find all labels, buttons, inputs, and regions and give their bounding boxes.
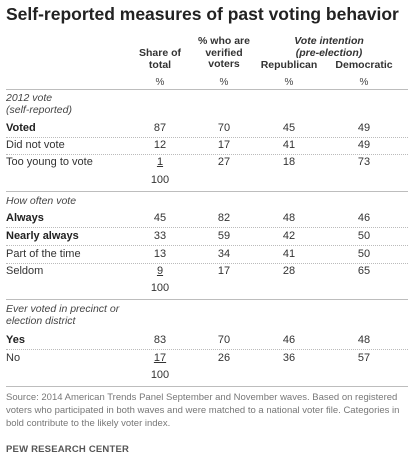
- row-label: Seldom: [6, 265, 44, 277]
- cell-republican: 42: [282, 230, 296, 242]
- row-divider: [6, 349, 408, 350]
- brand-name: PEW RESEARCH CENTER: [6, 444, 130, 455]
- section-divider: [6, 299, 408, 300]
- table-row: Did not vote 12 17 41 49: [0, 139, 416, 154]
- cell-democratic: 50: [357, 230, 371, 242]
- table-row: Voted 87 70 45 49: [0, 122, 416, 137]
- row-label: Voted: [6, 122, 36, 134]
- section-divider: [6, 191, 408, 192]
- table-row: Yes 83 70 46 48: [0, 334, 416, 349]
- table-title: Self-reported measures of past voting be…: [6, 4, 399, 24]
- header-divider: [6, 89, 408, 90]
- header-share-line2: total: [148, 58, 172, 71]
- cell-republican: 41: [282, 248, 296, 260]
- cell-democratic: 73: [357, 156, 371, 168]
- cell-republican: 41: [282, 139, 296, 151]
- cell-republican: 18: [282, 156, 296, 168]
- pct-republican: %: [284, 77, 294, 88]
- cell-verified: 26: [217, 352, 231, 364]
- cell-share-value: 17: [153, 352, 167, 364]
- cell-republican: 46: [282, 334, 296, 346]
- row-divider: [6, 227, 408, 228]
- table-row: Nearly always 33 59 42 50: [0, 230, 416, 245]
- pct-verified: %: [219, 77, 229, 88]
- cell-verified: 70: [217, 334, 231, 346]
- cell-verified: 59: [217, 230, 231, 242]
- footer-divider: [6, 386, 408, 387]
- cell-share: 9: [130, 265, 190, 277]
- section-total: 100: [150, 369, 170, 381]
- cell-democratic: 57: [357, 352, 371, 364]
- section-total: 100: [150, 174, 170, 186]
- cell-share: 83: [153, 334, 167, 346]
- cell-share: 17: [130, 352, 190, 364]
- row-label: Too young to vote: [6, 156, 93, 168]
- table-row: Too young to vote 1 27 18 73: [0, 156, 416, 171]
- header-verified-line3: voters: [208, 58, 240, 70]
- cell-democratic: 65: [357, 265, 371, 277]
- source-note: Source: 2014 American Trends Panel Septe…: [6, 392, 400, 429]
- cell-share: 45: [153, 212, 167, 224]
- row-label: Yes: [6, 334, 25, 346]
- header-share-line1: Share of: [138, 47, 181, 59]
- table-row: Part of the time 13 34 41 50: [0, 248, 416, 263]
- row-label: Nearly always: [6, 230, 79, 242]
- cell-democratic: 48: [357, 334, 371, 346]
- row-label: Part of the time: [6, 248, 81, 260]
- cell-democratic: 49: [357, 139, 371, 151]
- cell-share: 13: [153, 248, 167, 260]
- table-row: Always 45 82 48 46: [0, 212, 416, 227]
- cell-share-value: 1: [156, 156, 164, 168]
- cell-share-value: 9: [156, 265, 164, 277]
- row-divider: [6, 245, 408, 246]
- row-label: No: [6, 352, 21, 364]
- section-label-line1: How often vote: [6, 195, 77, 207]
- header-verified: % who are verified voters: [184, 35, 264, 71]
- section-total: 100: [150, 282, 170, 294]
- cell-share: 87: [153, 122, 167, 134]
- row-divider: [6, 154, 408, 155]
- header-intention-line2: (pre-election): [295, 46, 363, 59]
- cell-republican: 28: [282, 265, 296, 277]
- cell-democratic: 46: [357, 212, 371, 224]
- cell-republican: 45: [282, 122, 296, 134]
- cell-verified: 17: [217, 265, 231, 277]
- header-verified-line2: verified: [205, 46, 243, 59]
- pct-democratic: %: [359, 77, 369, 88]
- cell-verified: 82: [217, 212, 231, 224]
- header-share: Share of total: [130, 47, 190, 71]
- section-label-how-often-vote: How often vote: [6, 195, 76, 207]
- row-label: Always: [6, 212, 44, 224]
- cell-share: 33: [153, 230, 167, 242]
- cell-verified: 70: [217, 122, 231, 134]
- section-label-line1: 2012 vote: [6, 92, 53, 104]
- section-label-2012-vote: 2012 vote (self-reported): [6, 92, 72, 116]
- header-vote-intention: Vote intention (pre-election): [254, 35, 404, 59]
- header-verified-line1: % who are: [198, 35, 250, 47]
- row-divider: [6, 263, 408, 264]
- header-intention-line1: Vote intention: [294, 35, 364, 47]
- cell-verified: 27: [217, 156, 231, 168]
- cell-democratic: 50: [357, 248, 371, 260]
- cell-republican: 36: [282, 352, 296, 364]
- row-label: Did not vote: [6, 139, 65, 151]
- row-divider: [6, 137, 408, 138]
- section-label-line2: (self-reported): [6, 104, 72, 116]
- cell-share: 12: [153, 139, 167, 151]
- cell-democratic: 49: [357, 122, 371, 134]
- header-democratic: Democratic: [335, 59, 393, 71]
- pct-share: %: [155, 77, 165, 88]
- cell-verified: 34: [217, 248, 231, 260]
- cell-share: 1: [130, 156, 190, 168]
- section-label-line1: Ever voted in precinct or: [6, 303, 120, 315]
- table-row: Seldom 9 17 28 65: [0, 265, 416, 280]
- header-republican: Republican: [260, 59, 318, 71]
- cell-republican: 48: [282, 212, 296, 224]
- table-row: No 17 26 36 57: [0, 352, 416, 367]
- section-label-line2: election district: [6, 315, 76, 327]
- cell-verified: 17: [217, 139, 231, 151]
- section-label-ever-voted: Ever voted in precinct or election distr…: [6, 303, 119, 327]
